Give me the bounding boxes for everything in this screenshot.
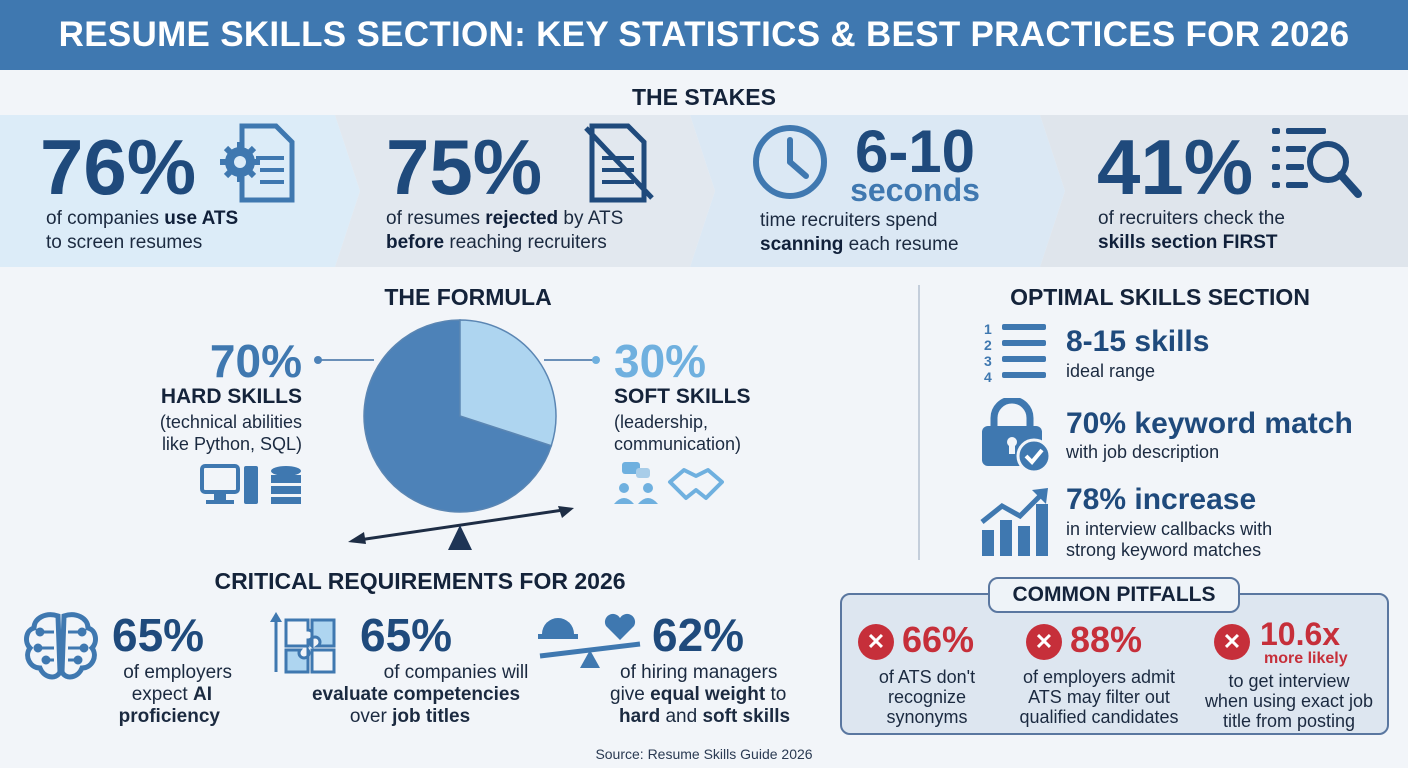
x-circle-icon: ✕ [858, 624, 894, 660]
pitfall-line: title from posting [1222, 711, 1356, 731]
optimal-desc: in interview callbacks with [1066, 519, 1273, 539]
hard-skills-desc: like Python, SQL) [161, 434, 302, 454]
stat-value: 41% [1097, 123, 1254, 211]
pitfalls-panel [840, 593, 1389, 735]
pitfall-sub: more likely [1264, 650, 1348, 667]
critical-line: of hiring managers [620, 662, 778, 683]
critical-line: hard and soft skills [619, 706, 791, 727]
critical-line: proficiency [118, 706, 220, 727]
stat-line: before reaching recruiters [386, 232, 607, 253]
pitfall-line: recognize [887, 687, 967, 707]
optimal-title: OPTIMAL SKILLS SECTION [1010, 284, 1310, 310]
stat-value: 6-10 [854, 118, 976, 185]
puzzle-icon [270, 612, 336, 674]
padlock-check-icon [982, 398, 1052, 474]
divider [918, 285, 920, 560]
stat-line: of resumes rejected by ATS [386, 208, 624, 229]
soft-skills-value: 30% [614, 335, 707, 387]
stat-unit: seconds [850, 172, 980, 208]
crossed-document-icon [584, 123, 654, 203]
computer-database-icon [200, 464, 301, 504]
pitfalls-title: COMMON PITFALLS [988, 577, 1240, 613]
pitfall-line: of ATS don't [878, 667, 976, 687]
stat-value: 76% [40, 123, 197, 211]
stat-line: time recruiters spend [760, 210, 938, 231]
soft-skills-label: SOFT SKILLS [614, 385, 751, 408]
page-title: RESUME SKILLS SECTION: KEY STATISTICS & … [0, 0, 1408, 70]
stat-line: of recruiters check the [1098, 208, 1285, 229]
critical-line: of companies will [383, 662, 529, 683]
pie-slice-hard-skills [363, 319, 553, 513]
critical-title: CRITICAL REQUIREMENTS FOR 2026 [214, 568, 626, 594]
team-handshake-icon [614, 462, 724, 504]
svg-text:2: 2 [984, 337, 992, 353]
stat-value: 75% [386, 123, 543, 211]
optimal-desc: strong keyword matches [1066, 540, 1262, 560]
critical-value: 65% [112, 609, 205, 661]
clock-icon [753, 125, 827, 199]
optimal-value: 70% keyword match [1066, 407, 1353, 440]
critical-line: give equal weight to [610, 684, 787, 705]
stat-line: skills section FIRST [1098, 232, 1278, 253]
pie-slice-soft-skills [459, 319, 557, 447]
hard-skills-value: 70% [209, 335, 302, 387]
pie-chart [314, 319, 600, 550]
critical-line: evaluate competencies [311, 684, 521, 705]
optimal-value: 8-15 skills [1066, 325, 1210, 358]
pitfall-line: ATS may filter out [1028, 687, 1170, 707]
list-magnifier-icon [1272, 128, 1362, 198]
svg-text:3: 3 [984, 353, 992, 369]
pitfall-value: 66% [902, 619, 975, 660]
critical-line: over job titles [349, 706, 471, 727]
pitfall-value: 88% [1070, 619, 1143, 660]
stat-line: to screen resumes [46, 232, 203, 253]
stat-line: scanning each resume [760, 234, 959, 255]
soft-skills-desc: (leadership, [614, 412, 709, 432]
hard-skills-label: HARD SKILLS [160, 385, 302, 408]
x-circle-icon: ✕ [1214, 624, 1250, 660]
pitfall-line: of employers admit [1022, 667, 1176, 687]
source-note: Source: Resume Skills Guide 2026 [595, 746, 813, 762]
critical-value: 62% [652, 609, 745, 661]
optimal-value: 78% increase [1066, 483, 1257, 516]
formula-title: THE FORMULA [384, 284, 552, 310]
critical-value: 65% [360, 609, 453, 661]
pie-slices [363, 319, 557, 513]
critical-line: expect AI [131, 684, 212, 705]
balance-icon [538, 613, 641, 668]
optimal-desc: with job description [1066, 442, 1220, 462]
growth-chart-icon [980, 488, 1048, 556]
critical-line: of employers [123, 662, 232, 683]
brain-circuit-icon [24, 612, 98, 680]
svg-text:1: 1 [984, 321, 992, 337]
pitfall-line: synonyms [886, 707, 968, 727]
soft-skills-desc: communication) [614, 434, 742, 454]
stakes-band [0, 115, 1408, 267]
stat-line: of companies use ATS [46, 208, 239, 229]
pitfall-value: 10.6x [1260, 616, 1341, 652]
stakes-title: THE STAKES [632, 84, 776, 110]
hard-skills-desc: (technical abilities [159, 412, 302, 432]
optimal-desc: ideal range [1066, 361, 1156, 381]
svg-text:4: 4 [984, 369, 992, 385]
document-gear-icon [220, 123, 295, 203]
pitfall-line: when using exact job [1204, 691, 1374, 711]
pitfall-line: qualified candidates [1019, 707, 1179, 727]
x-circle-icon: ✕ [1026, 624, 1062, 660]
pitfall-line: to get interview [1228, 671, 1350, 691]
